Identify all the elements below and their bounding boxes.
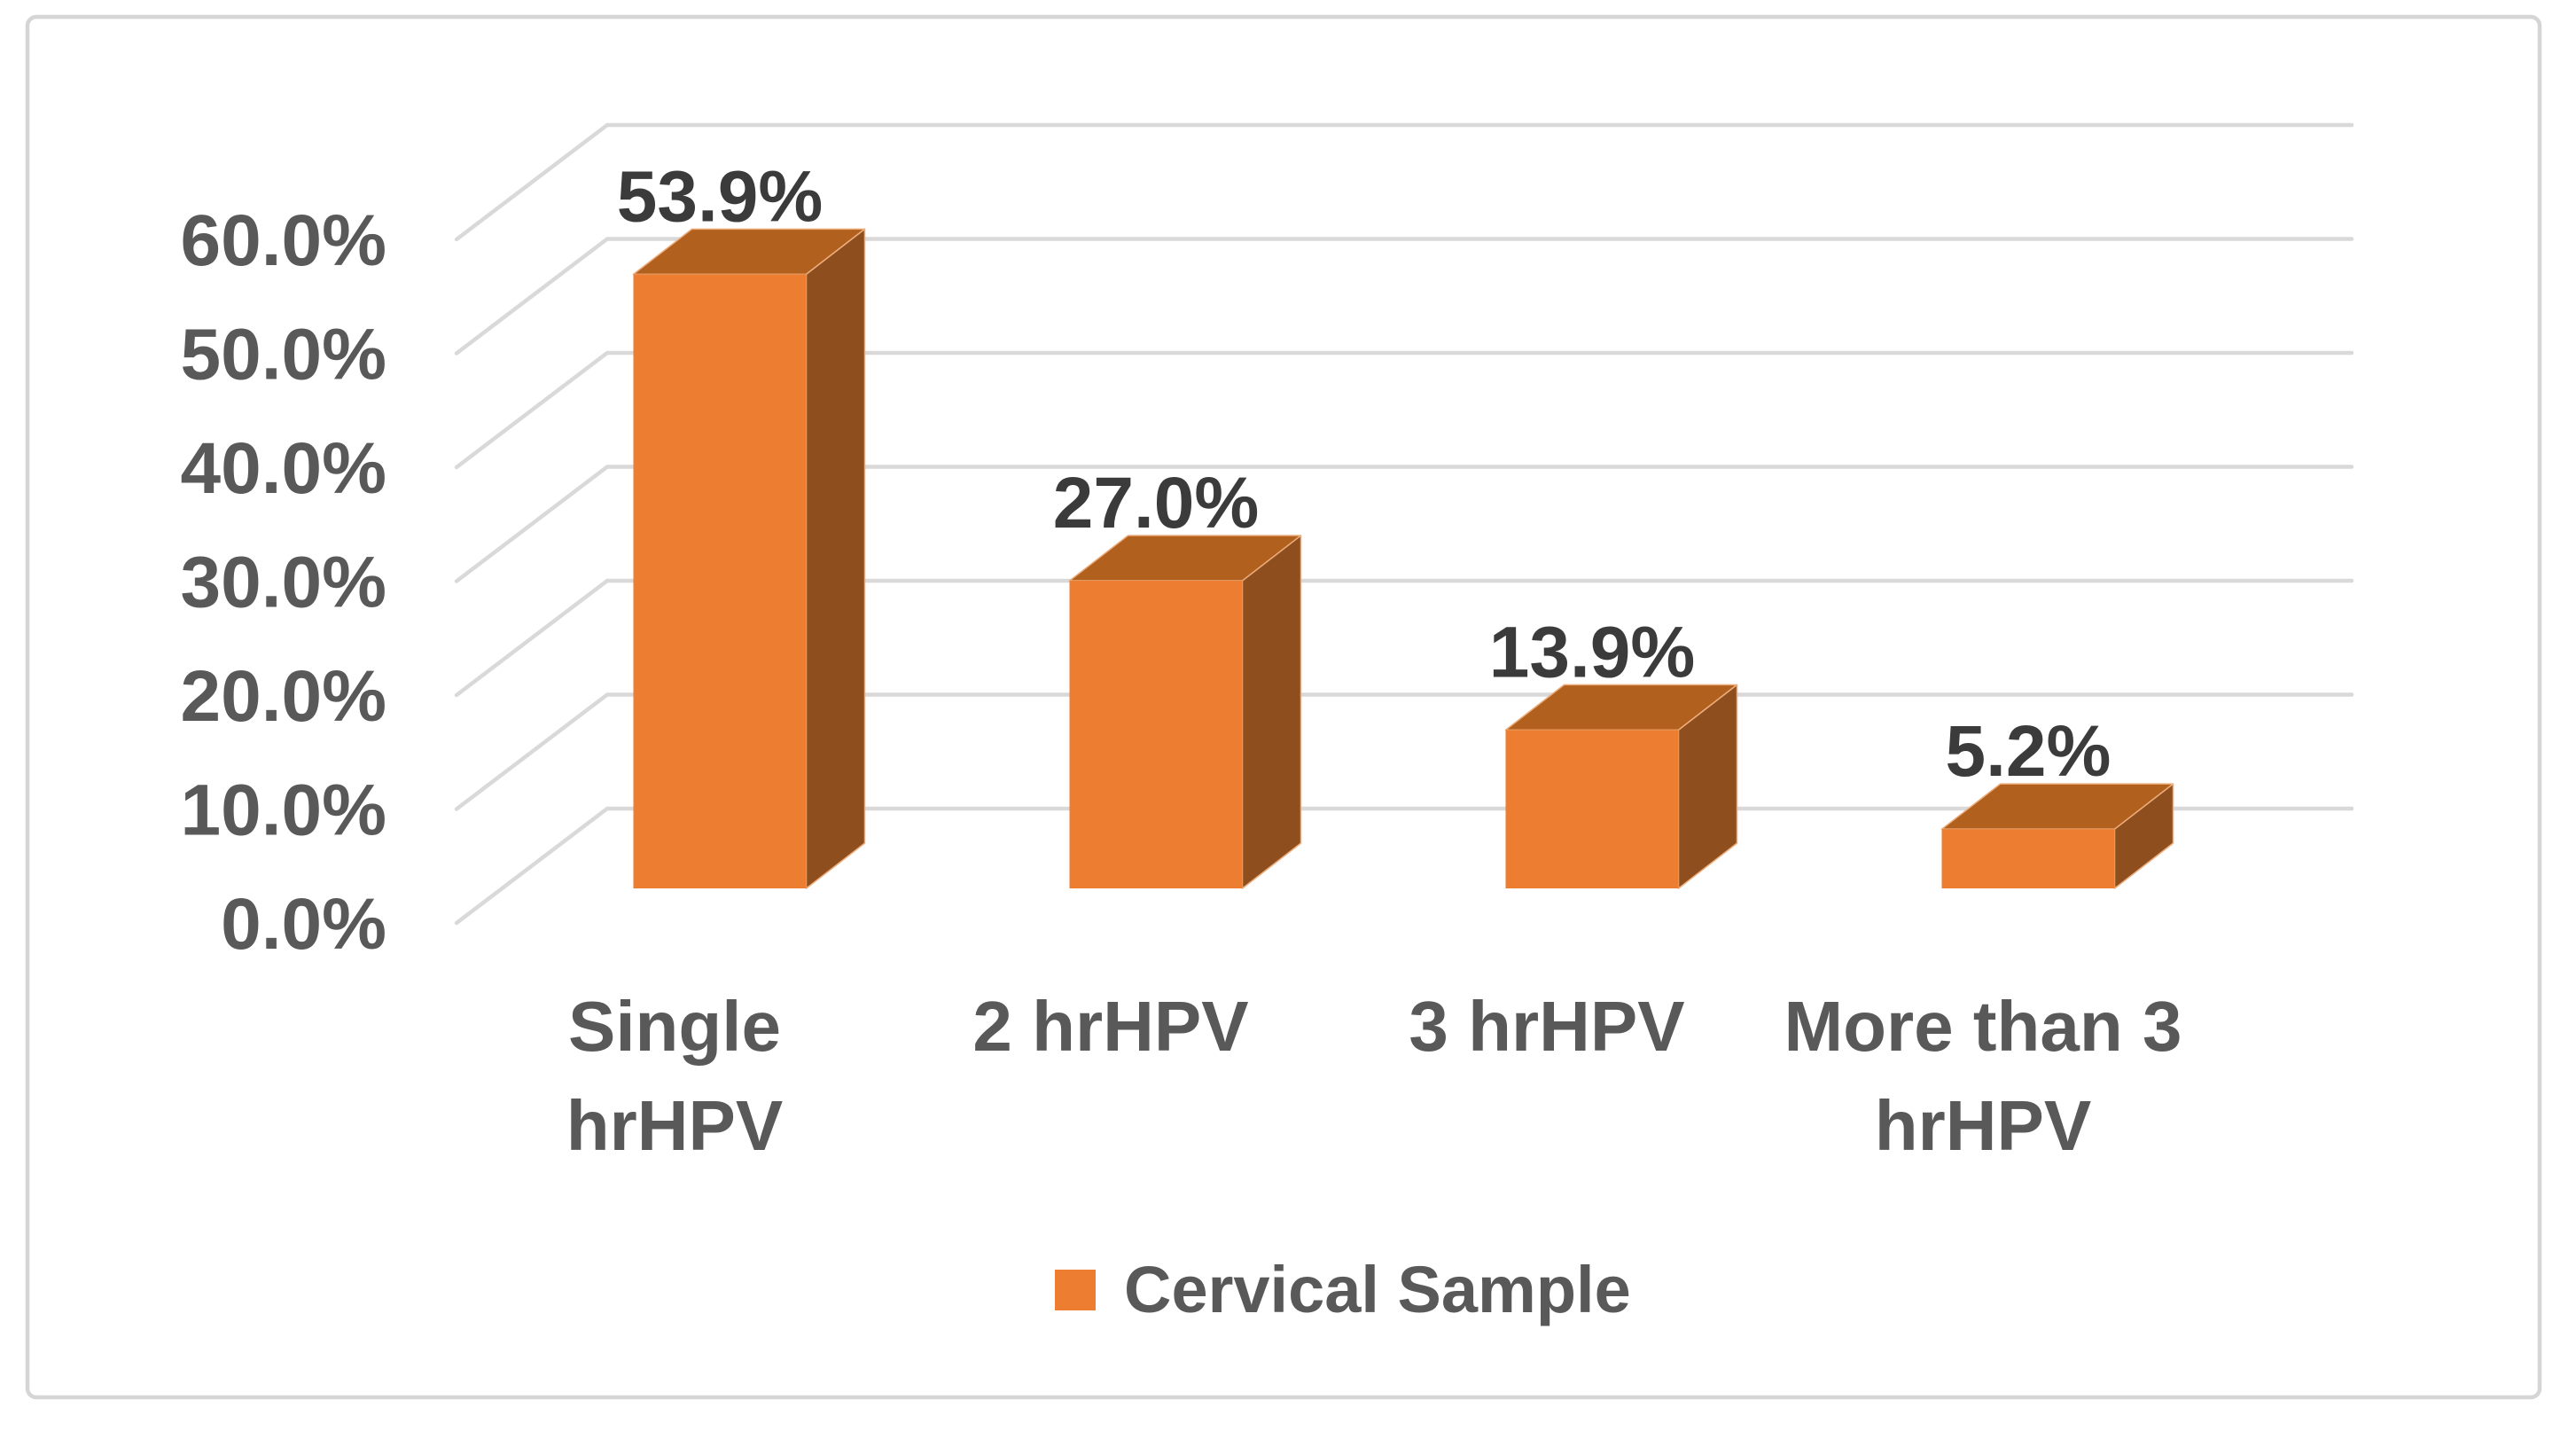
category-label: More than 3: [1784, 987, 2182, 1066]
bar: [1069, 581, 1243, 888]
gridline: [454, 806, 2354, 926]
gridline: [454, 350, 2354, 470]
bars: [632, 228, 2174, 889]
bar-side-face: [805, 228, 866, 889]
legend-label: Cervical Sample: [1124, 1253, 1631, 1326]
y-tick-label: 0.0%: [221, 884, 386, 965]
figure-border: [25, 14, 2542, 1400]
bar-data-label: 13.9%: [1489, 612, 1696, 692]
category-label: hrHPV: [566, 1086, 784, 1165]
gridline: [454, 578, 2354, 698]
y-tick-label: 10.0%: [180, 770, 386, 851]
gridlines: [454, 122, 2354, 926]
bar-data-label: 5.2%: [1946, 711, 2112, 792]
bar-side-face: [1241, 535, 1302, 889]
gridline: [454, 692, 2354, 811]
bar-data-label: 27.0%: [1053, 463, 1260, 543]
category-label: 2 hrHPV: [972, 987, 1248, 1066]
category-label: hrHPV: [1875, 1086, 2092, 1165]
bar: [1941, 829, 2115, 888]
y-tick-label: 30.0%: [180, 543, 386, 623]
category-labels: Single hrHPV 2 hrHPV 3 hrHPV More than 3 hrHP…: [566, 987, 2182, 1165]
y-tick-label: 40.0%: [180, 428, 386, 509]
y-tick-label: 60.0%: [180, 200, 386, 281]
legend: Cervical Sample: [1055, 1253, 1631, 1326]
bar: [1505, 730, 1679, 888]
gridline: [454, 237, 2354, 356]
category-label: Single: [568, 987, 781, 1066]
gridline: [454, 122, 2354, 242]
gridline: [454, 465, 2354, 583]
data-labels: 53.9% 27.0% 13.9% 5.2%: [617, 156, 2112, 792]
y-tick-label: 50.0%: [180, 315, 386, 395]
y-tick-label: 20.0%: [180, 656, 386, 737]
bar: [633, 274, 807, 888]
bar-data-label: 53.9%: [617, 156, 824, 237]
y-axis-labels: 0.0% 10.0% 20.0% 30.0% 40.0% 50.0% 60.0%: [180, 200, 386, 965]
legend-swatch: [1055, 1270, 1096, 1310]
category-label: 3 hrHPV: [1409, 987, 1684, 1066]
